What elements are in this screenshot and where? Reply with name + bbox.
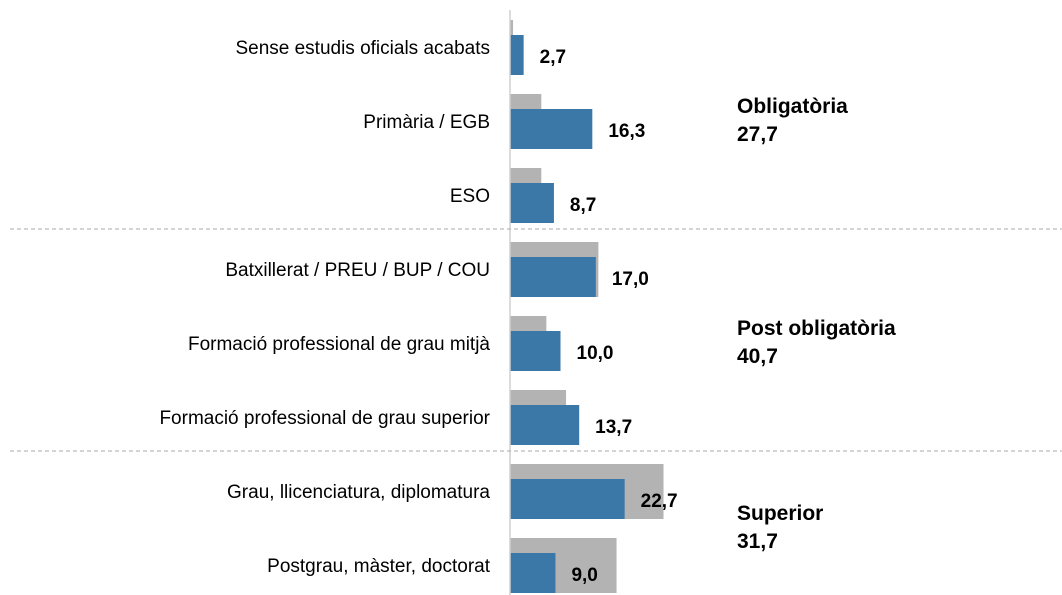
value-label: 17,0 [612, 269, 649, 290]
category-label: ESO [450, 186, 490, 207]
bar [510, 35, 524, 75]
group-total: 31,7 [737, 530, 778, 553]
bar [510, 553, 556, 593]
value-label: 2,7 [540, 47, 566, 68]
value-label: 13,7 [595, 417, 632, 438]
group-label: Post obligatòria [737, 317, 896, 340]
bar [510, 109, 593, 149]
group-label: Superior [737, 502, 823, 525]
category-label: Formació professional de grau superior [159, 408, 490, 429]
category-label: Sense estudis oficials acabats [235, 38, 490, 59]
category-label: Grau, llicenciatura, diplomatura [227, 482, 490, 503]
category-label: Primària / EGB [363, 112, 490, 133]
value-label: 22,7 [641, 491, 678, 512]
value-label: 10,0 [577, 343, 614, 364]
bar [510, 479, 625, 519]
bar [510, 257, 596, 297]
bar [510, 405, 580, 445]
bar [510, 331, 561, 371]
category-label: Postgrau, màster, doctorat [267, 556, 491, 577]
group-total: 27,7 [737, 123, 778, 146]
value-label: 16,3 [608, 121, 645, 142]
value-label: 8,7 [570, 195, 596, 216]
group-total: 40,7 [737, 345, 778, 368]
category-label: Batxillerat / PREU / BUP / COU [225, 260, 490, 281]
category-label: Formació professional de grau mitjà [188, 334, 490, 355]
bar [510, 183, 554, 223]
group-label: Obligatòria [737, 95, 848, 118]
value-label: 9,0 [571, 565, 597, 586]
